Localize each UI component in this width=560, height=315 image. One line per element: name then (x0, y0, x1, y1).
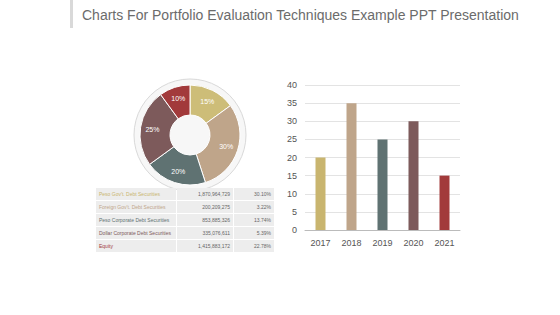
svg-text:40: 40 (287, 80, 297, 90)
html-text:5.39%: 5.39% (256, 230, 271, 236)
svg-text:25%: 25% (145, 126, 159, 133)
html-text:Peso Corporate Debt Securities: Peso Corporate Debt Securities (99, 217, 170, 223)
html-text:1,415,883,172: 1,415,883,172 (198, 243, 230, 249)
svg-text:10%: 10% (171, 95, 185, 102)
html-text:22.78%: 22.78% (254, 243, 271, 249)
svg-text:2018: 2018 (341, 238, 361, 248)
html-text:335,076,611: 335,076,611 (202, 230, 230, 236)
svg-text:30: 30 (287, 116, 297, 126)
svg-text:35: 35 (287, 98, 297, 108)
html-text:Dollar Corporate Debt Securiti: Dollar Corporate Debt Securities (99, 230, 171, 236)
svg-text:15: 15 (287, 171, 297, 181)
html-text:13.74%: 13.74% (254, 217, 271, 223)
svg-text:20%: 20% (171, 168, 185, 175)
svg-text:15%: 15% (200, 98, 214, 105)
svg-text:25: 25 (287, 134, 297, 144)
html-text:3.22%: 3.22% (256, 204, 271, 210)
html-text:30.10%: 30.10% (254, 191, 271, 197)
svg-text:2019: 2019 (372, 238, 392, 248)
svg-text:30%: 30% (219, 143, 233, 150)
html-text:200,209,275: 200,209,275 (202, 204, 230, 210)
svg-text:2021: 2021 (434, 238, 454, 248)
html-text:Foreign Gov't. Debt Securities: Foreign Gov't. Debt Securities (99, 204, 166, 210)
svg-text:5: 5 (292, 207, 297, 217)
html-text:Equity: Equity (99, 243, 113, 249)
svg-text:20: 20 (287, 153, 297, 163)
html-text:1,870,964,729: 1,870,964,729 (198, 191, 230, 197)
svg-text:2020: 2020 (403, 238, 423, 248)
svg-text:10: 10 (287, 189, 297, 199)
svg-text:0: 0 (292, 225, 297, 235)
html-text:Charts For Portfolio Evaluatio: Charts For Portfolio Evaluation Techniqu… (82, 7, 519, 23)
html-text:Peso Gov't. Debt Securities: Peso Gov't. Debt Securities (99, 191, 160, 197)
html-text:853,885,326: 853,885,326 (202, 217, 230, 223)
svg-text:2017: 2017 (310, 238, 330, 248)
